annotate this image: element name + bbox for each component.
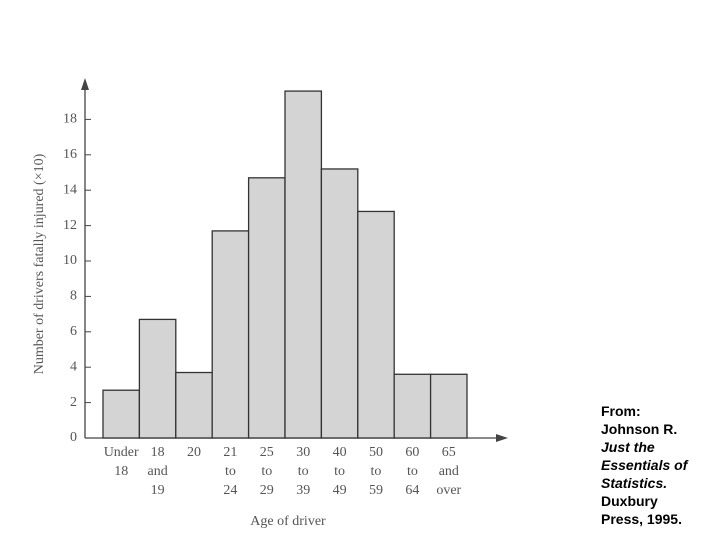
x-tick-label: over	[436, 483, 461, 498]
bar	[393, 373, 432, 439]
x-tick-label: 20	[187, 445, 201, 460]
bar	[284, 90, 323, 439]
x-tick-label: to	[225, 464, 236, 479]
y-tick-label: 4	[70, 359, 77, 374]
x-tick-label: 25	[260, 445, 274, 460]
x-tick-label: 59	[369, 483, 383, 498]
bar	[247, 177, 286, 439]
y-tick-label: 8	[70, 289, 77, 304]
x-tick-label: and	[439, 464, 459, 479]
x-tick-label: Under	[104, 445, 139, 460]
x-tick-label: 60	[405, 445, 419, 460]
y-axis-label: Number of drivers fatally injured (×10)	[32, 153, 47, 374]
x-tick-label: 19	[151, 483, 165, 498]
x-tick-label: 50	[369, 445, 383, 460]
x-tick-label: to	[261, 464, 272, 479]
x-tick-label: to	[407, 464, 418, 479]
x-axis-label: Age of driver	[250, 514, 326, 529]
bar	[320, 168, 359, 439]
bar	[102, 389, 141, 439]
x-tick-label: 49	[333, 483, 347, 498]
citation-author: Johnson R.	[601, 421, 678, 437]
y-tick-label: 14	[63, 182, 77, 197]
x-tick-label: 21	[223, 445, 237, 460]
bar	[211, 230, 250, 439]
x-tick-label: to	[334, 464, 345, 479]
citation-publisher: Press, 1995.	[601, 511, 682, 527]
citation: From: Johnson R. Just the Essentials of …	[601, 402, 687, 528]
x-tick-label: to	[298, 464, 309, 479]
x-tick-label: 18	[151, 445, 165, 460]
bar	[138, 318, 177, 439]
y-tick-label: 6	[70, 324, 77, 339]
x-tick-label: 29	[260, 483, 274, 498]
y-axis-arrow	[81, 78, 89, 90]
x-tick-label: 65	[442, 445, 456, 460]
citation-title: Just the	[601, 439, 655, 455]
x-tick-label: 39	[296, 483, 310, 498]
y-tick-label: 12	[63, 218, 77, 233]
x-tick-label: 64	[405, 483, 419, 498]
x-tick-label: 30	[296, 445, 310, 460]
citation-from: From:	[601, 403, 641, 419]
citation-title: Essentials of	[601, 457, 688, 473]
x-tick-label: 18	[114, 464, 128, 479]
x-tick-label: 40	[333, 445, 347, 460]
citation-publisher: Duxbury	[601, 493, 658, 509]
x-tick-label: to	[371, 464, 382, 479]
x-tick-label: and	[147, 464, 167, 479]
x-tick-label: 24	[223, 483, 237, 498]
y-tick-label: 18	[63, 112, 77, 127]
bar	[429, 373, 468, 439]
y-tick-label: 0	[70, 430, 77, 445]
citation-title: Statistics.	[601, 475, 668, 491]
bar	[175, 371, 213, 439]
y-tick-label: 2	[70, 395, 77, 410]
x-axis-arrow	[496, 434, 508, 442]
bar	[357, 210, 395, 439]
y-tick-label: 10	[63, 253, 77, 268]
y-tick-label: 16	[63, 147, 77, 162]
